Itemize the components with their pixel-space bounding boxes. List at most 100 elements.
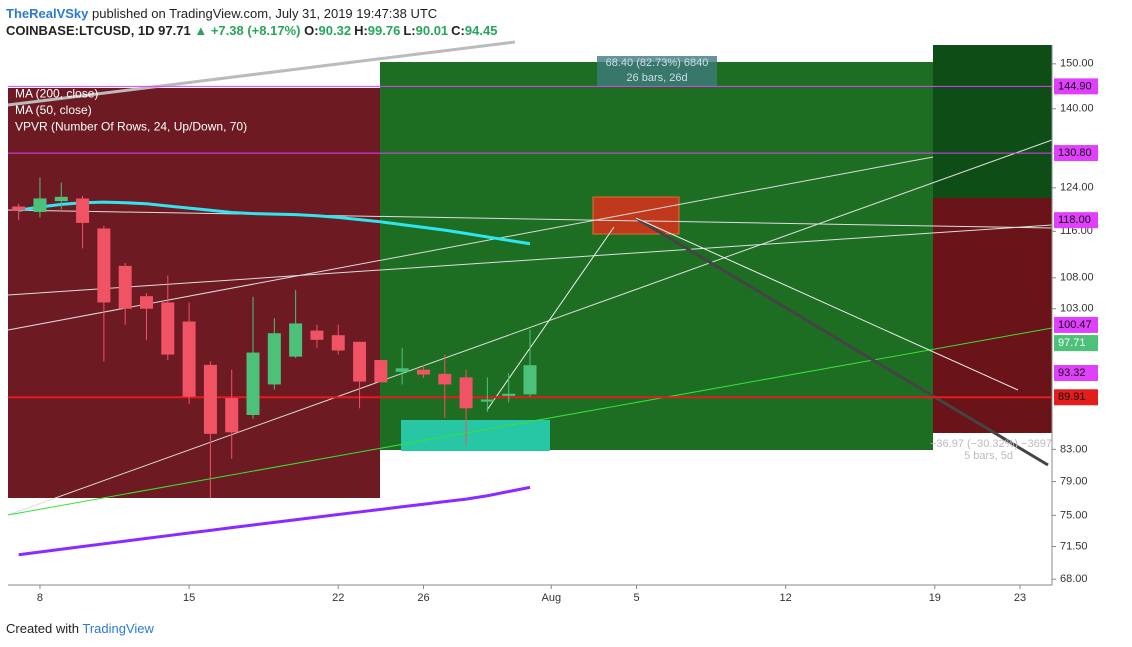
candle-body — [118, 265, 132, 309]
x-tick-label: 12 — [780, 592, 792, 604]
target-box — [592, 196, 680, 235]
y-tick-label: 83.00 — [1060, 443, 1088, 455]
candle-body — [289, 323, 303, 357]
moving-average — [18, 200, 531, 246]
price-tag-label: 100.47 — [1058, 319, 1092, 331]
price-tag-label: 93.32 — [1058, 367, 1086, 379]
ohlc-value: 90.01 — [415, 23, 449, 38]
trend-line — [7, 139, 1053, 516]
candle-body — [161, 302, 175, 355]
symbol: COINBASE:LTCUSD, 1D — [6, 23, 155, 38]
ohlc-label: L: — [403, 23, 416, 38]
header: TheRealVSky published on TradingView.com… — [6, 5, 500, 39]
ohlc-label: H: — [354, 23, 368, 38]
price-tag-label: 89.91 — [1058, 391, 1086, 403]
price-tag — [1054, 145, 1098, 162]
x-tick-label: 19 — [929, 592, 941, 604]
candle-body — [33, 198, 47, 212]
red-zone — [8, 88, 380, 498]
change: ▲ +7.38 (+8.17%) — [194, 23, 301, 38]
candle-body — [353, 341, 367, 382]
candle-body — [523, 365, 537, 395]
candle-body — [480, 399, 494, 402]
ohlc-label: O: — [304, 23, 319, 38]
author[interactable]: TheRealVSky — [6, 6, 89, 21]
x-tick-label: 15 — [183, 592, 195, 604]
entry-box — [401, 420, 550, 451]
x-tick-label: 8 — [37, 592, 43, 604]
price-tag — [1054, 78, 1098, 95]
x-tick-label: 26 — [417, 592, 429, 604]
candle-body — [12, 206, 26, 211]
moving-average — [18, 485, 531, 557]
y-tick-label: 108.00 — [1060, 272, 1094, 284]
x-tick-label: Aug — [542, 592, 562, 604]
last-price: 97.71 — [158, 23, 191, 38]
ohlc-value: 90.32 — [318, 23, 352, 38]
support-line — [7, 327, 1053, 516]
vpvr-zone — [933, 198, 1052, 433]
brand[interactable]: TradingView — [82, 621, 154, 636]
price-tag-label: 97.71 — [1058, 337, 1086, 349]
candle-body — [502, 393, 516, 396]
price-tag — [1054, 389, 1098, 406]
published: published on TradingView.com, July 31, 2… — [92, 6, 438, 21]
candle-body — [97, 228, 111, 303]
arrow — [635, 216, 1049, 467]
candle-body — [139, 296, 153, 309]
y-tick-label: 71.50 — [1060, 540, 1088, 552]
candle-body — [76, 198, 90, 223]
measure-label: −36.97 (−30.32%) −3697 — [930, 438, 1052, 450]
price-tag — [1054, 212, 1098, 229]
ohlc: O:90.32 H:99.76 L:90.01 C:94.45 — [304, 23, 500, 38]
candle-body — [310, 330, 324, 340]
created: Created with — [6, 621, 79, 636]
x-tick-label: 5 — [633, 592, 639, 604]
chart-title: Litecoin / U.S. Dollar, 1D, COINBASE, He… — [15, 54, 280, 68]
measure-label: 5 bars, 5d — [964, 450, 1013, 462]
price-tag — [1054, 335, 1098, 352]
measure-label: 26 bars, 26d — [626, 72, 687, 84]
price-tag — [1054, 316, 1098, 333]
y-tick-label: 116.00 — [1060, 225, 1093, 237]
trend-line — [7, 224, 1053, 296]
candle-body — [54, 196, 68, 202]
trend-line — [7, 209, 1053, 229]
candle-body — [438, 373, 452, 385]
measure-box — [597, 56, 717, 86]
candle-body — [459, 377, 473, 409]
indicator-label: VPVR (Number Of Rows, 24, Up/Down, 70) — [15, 120, 247, 134]
y-tick-label: 68.00 — [1060, 573, 1088, 585]
indicator-label: MA (50, close) — [15, 103, 92, 117]
ohlc-value: 94.45 — [464, 23, 498, 38]
arrow — [635, 217, 1019, 391]
price-tag-label: 118.00 — [1058, 214, 1091, 226]
price-tag — [1054, 365, 1098, 382]
candle-body — [203, 364, 217, 434]
indicator-label: MA (200, close) — [15, 87, 98, 101]
candle-body — [331, 335, 345, 351]
target-zone — [933, 45, 1052, 198]
price-tag-label: 130.80 — [1058, 147, 1092, 159]
trend-line — [7, 156, 934, 331]
price-tag-label: 144.90 — [1058, 80, 1092, 92]
candle-body — [182, 321, 196, 397]
trend-line — [7, 40, 516, 107]
candle-body — [416, 369, 430, 375]
y-tick-label: 124.00 — [1060, 182, 1094, 194]
candle-body — [267, 333, 281, 385]
y-tick-label: 103.00 — [1060, 303, 1094, 315]
y-tick-label: 150.00 — [1060, 58, 1094, 70]
x-tick-label: 22 — [332, 592, 344, 604]
footer: Created with TradingView — [6, 621, 154, 636]
arrow — [486, 226, 615, 411]
y-tick-label: 75.00 — [1060, 509, 1088, 521]
y-tick-label: 140.00 — [1060, 103, 1094, 115]
candle-body — [374, 360, 388, 383]
y-tick-label: 79.00 — [1060, 475, 1088, 487]
candle-body — [246, 352, 260, 415]
ohlc-label: C: — [451, 23, 465, 38]
ohlc-value: 99.76 — [367, 23, 401, 38]
